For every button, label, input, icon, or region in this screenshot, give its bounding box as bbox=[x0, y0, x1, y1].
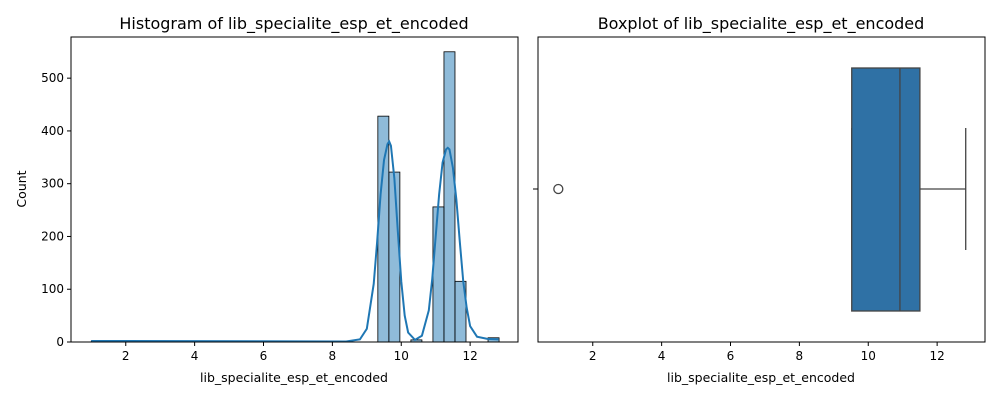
boxplot-shapes bbox=[553, 67, 967, 312]
histogram-bar-5 bbox=[443, 51, 456, 343]
histogram-x-tick-label-10: 10 bbox=[394, 349, 409, 363]
boxplot-x-tick-label-8: 8 bbox=[796, 349, 804, 363]
histogram-x-tick-label-8: 8 bbox=[329, 349, 337, 363]
histogram-bar-2 bbox=[388, 171, 401, 343]
histogram-y-tick-label-0: 0 bbox=[56, 335, 64, 349]
boxplot-x-tick-label-2: 2 bbox=[589, 349, 597, 363]
histogram-y-tick-label-500: 500 bbox=[41, 71, 64, 85]
boxplot-x-ticks: 2 4 6 8 10 12 bbox=[589, 342, 945, 363]
histogram-bar-4 bbox=[432, 206, 445, 343]
boxplot-x-tick-label-4: 4 bbox=[658, 349, 666, 363]
boxplot-x-tick-label-12: 12 bbox=[929, 349, 944, 363]
histogram-axes-frame bbox=[70, 36, 519, 343]
histogram-y-tick-label-100: 100 bbox=[41, 282, 64, 296]
boxplot-x-tick-label-10: 10 bbox=[861, 349, 876, 363]
histogram-bars bbox=[90, 51, 500, 343]
histogram-kde-line bbox=[91, 139, 499, 343]
histogram-y-ticks: 0 100 200 300 400 500 bbox=[41, 71, 71, 349]
boxplot-outlier-0 bbox=[553, 183, 564, 195]
histogram-y-axis-label: Count bbox=[14, 170, 29, 207]
boxplot-x-tick-label-6: 6 bbox=[727, 349, 735, 363]
histogram-y-tick-label-200: 200 bbox=[41, 229, 64, 243]
histogram-x-axis-label: lib_specialite_esp_et_encoded bbox=[200, 370, 388, 385]
boxplot-box bbox=[851, 67, 921, 312]
histogram-panel: Histogram of lib_specialite_esp_et_encod… bbox=[14, 14, 519, 385]
boxplot-title: Boxplot of lib_specialite_esp_et_encoded bbox=[598, 14, 925, 34]
histogram-x-tick-label-6: 6 bbox=[260, 349, 268, 363]
histogram-y-tick-label-300: 300 bbox=[41, 177, 64, 191]
histogram-x-ticks: 2 4 6 8 10 12 bbox=[122, 342, 478, 363]
histogram-x-tick-label-12: 12 bbox=[462, 349, 477, 363]
boxplot-panel: Boxplot of lib_specialite_esp_et_encoded… bbox=[533, 14, 986, 385]
boxplot-x-axis-label: lib_specialite_esp_et_encoded bbox=[667, 370, 855, 385]
histogram-x-tick-label-4: 4 bbox=[191, 349, 199, 363]
histogram-title: Histogram of lib_specialite_esp_et_encod… bbox=[119, 14, 468, 34]
histogram-x-tick-label-2: 2 bbox=[122, 349, 130, 363]
histogram-y-tick-label-400: 400 bbox=[41, 124, 64, 138]
